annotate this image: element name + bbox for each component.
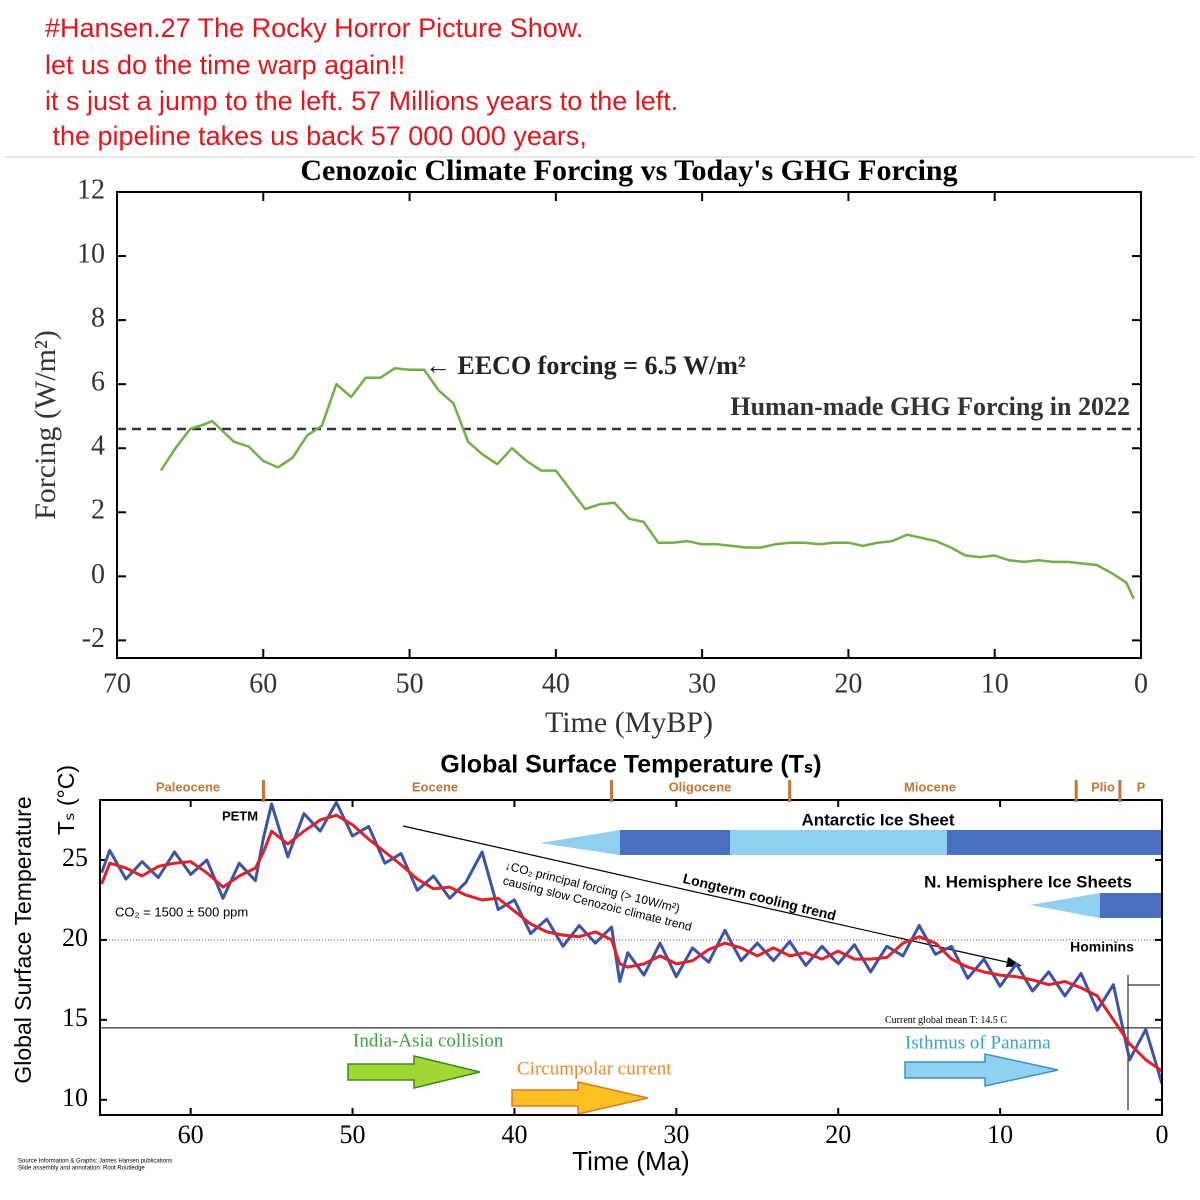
reference-label: Human-made GHG Forcing in 2022 [730, 392, 1130, 421]
annotation: Longterm cooling trend [681, 870, 837, 924]
x-axis-label: Time (MyBP) [545, 706, 713, 739]
epoch-label: Plio [1091, 779, 1115, 794]
y-tick-label: 20 [62, 923, 88, 952]
y-tick-label: 0 [91, 559, 105, 590]
x-tick-label: 40 [542, 668, 570, 699]
header-line: #Hansen.27 The Rocky Horror Picture Show… [45, 13, 583, 43]
annotation: Hominins [1070, 939, 1134, 955]
x-tick-label: 70 [103, 668, 131, 699]
annotation: CO₂ = 1500 ± 500 ppm [115, 904, 248, 919]
epoch-label: Miocene [904, 779, 956, 794]
header-line: it s just a jump to the left. 57 Million… [45, 86, 678, 116]
y-tick-label: 8 [91, 303, 105, 334]
x-tick-label: 10 [987, 1120, 1013, 1149]
epoch-boundary [1074, 780, 1078, 802]
chart-title: Global Surface Temperature (Tₛ) [440, 751, 821, 779]
y-tick-label: -2 [82, 623, 105, 654]
y-axis-label: Forcing (W/m²) [29, 330, 62, 520]
x-tick-label: 30 [688, 668, 716, 699]
annotation: India-Asia collision [353, 1030, 504, 1051]
series-line [100, 813, 1163, 1073]
series-line [159, 366, 1135, 600]
epoch-boundary [788, 780, 792, 802]
event-arrow [904, 1053, 1059, 1087]
ice-sheet-bar [730, 830, 947, 855]
x-tick-label: 40 [501, 1120, 527, 1149]
x-tick-label: 30 [663, 1120, 689, 1149]
ice-sheet-bar [1030, 893, 1100, 918]
annotation: PETM [222, 808, 258, 823]
ice-sheet-bar [1100, 893, 1162, 918]
y-tick-label: 15 [62, 1003, 88, 1032]
event-arrow [347, 1055, 481, 1089]
epoch-label: Eocene [412, 779, 458, 794]
source-note: Slide assembly and annotation: Root Rout… [18, 1166, 145, 1172]
y-tick-label: 4 [91, 431, 105, 462]
y-tick-label: 6 [91, 367, 105, 398]
reference-label: Current global mean T: 14.5 C [885, 1015, 1007, 1026]
annotation: N. Hemisphere Ice Sheets [924, 872, 1132, 891]
epoch-label: Oligocene [669, 779, 732, 794]
y-tick-label: 25 [62, 843, 88, 872]
epoch-boundary [610, 780, 614, 802]
epoch-boundary [1118, 780, 1122, 802]
x-tick-label: 50 [396, 668, 424, 699]
y-tick-label: 12 [77, 174, 105, 205]
header-line: let us do the time warp again!! [45, 50, 405, 80]
chart-title: Cenozoic Climate Forcing vs Today's GHG … [300, 154, 957, 187]
x-tick-label: 60 [249, 668, 277, 699]
y-axis-label: Global Surface Temperature [10, 796, 36, 1083]
header-line: the pipeline takes us back 57 000 000 ye… [45, 121, 587, 151]
x-tick-label: 0 [1134, 668, 1148, 699]
x-tick-label: 60 [178, 1120, 204, 1149]
epoch-label: Paleocene [156, 779, 220, 794]
plot-frame [116, 191, 1142, 659]
y-tick-label: 10 [62, 1083, 88, 1112]
plot-frame [99, 799, 1163, 1116]
trend-arrow [402, 825, 1016, 965]
ice-sheet-bar [540, 830, 620, 855]
ice-sheet-bar [947, 830, 1162, 855]
annotation: ← EECO forcing = 6.5 W/m² [425, 351, 746, 380]
y-axis-unit: Tₛ (°C) [53, 765, 79, 835]
series-line [100, 800, 1164, 1085]
x-axis-label: Time (Ma) [572, 1146, 689, 1176]
x-tick-label: 20 [825, 1120, 851, 1149]
y-tick-label: 2 [91, 495, 105, 526]
source-note: Source Information & Graphs: James Hanse… [18, 1159, 172, 1165]
y-tick-label: 10 [77, 238, 105, 269]
ice-sheet-bar [620, 830, 730, 855]
x-tick-label: 50 [340, 1120, 366, 1149]
epoch-boundary [262, 780, 266, 802]
epoch-label: P [1137, 779, 1146, 794]
annotation: Isthmus of Panama [905, 1032, 1051, 1053]
annotation: Antarctic Ice Sheet [801, 810, 954, 829]
annotation: Circumpolar current [517, 1058, 672, 1079]
event-arrow [511, 1081, 649, 1115]
x-tick-label: 10 [981, 668, 1009, 699]
x-tick-label: 20 [834, 668, 862, 699]
x-tick-label: 0 [1156, 1120, 1169, 1149]
